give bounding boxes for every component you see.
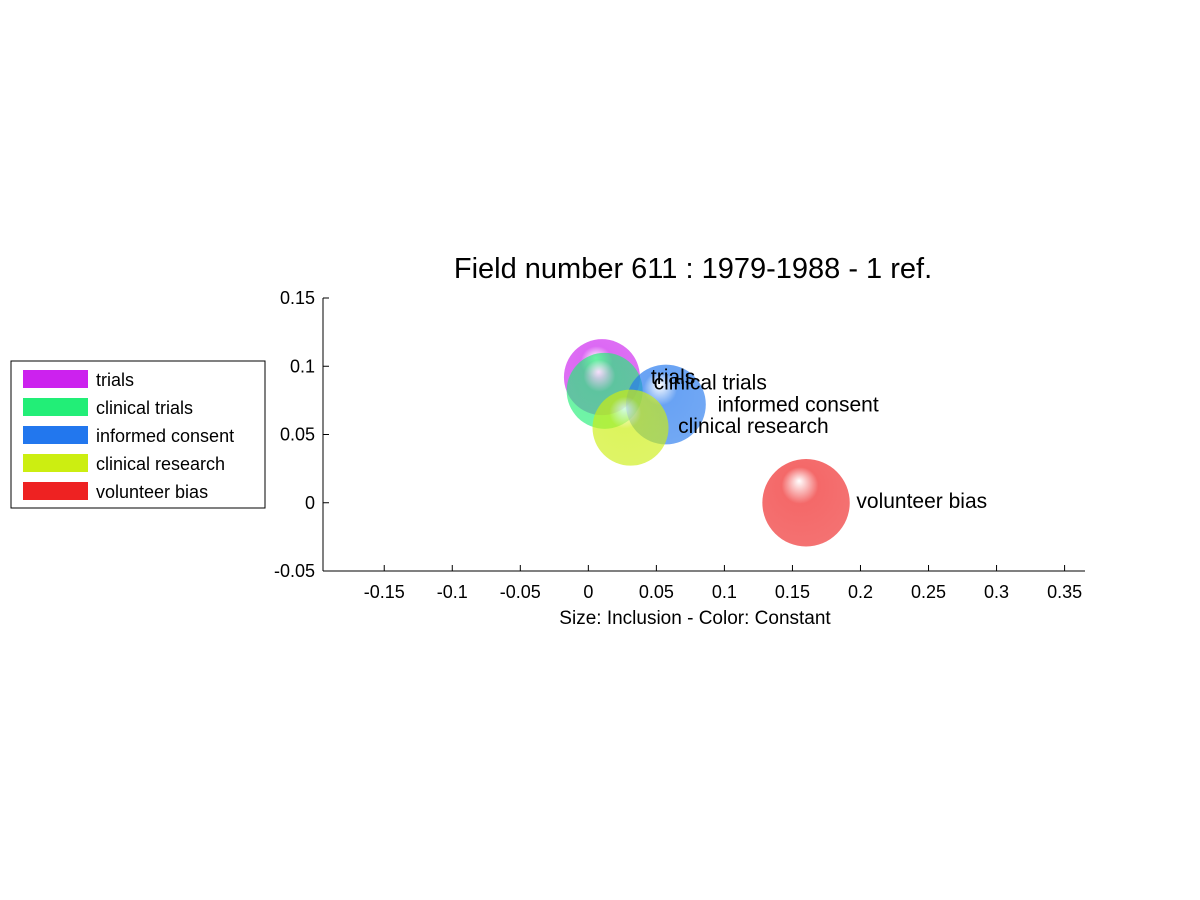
x-tick-label: 0.05 — [639, 582, 674, 602]
legend-swatch — [23, 398, 88, 416]
x-tick-label: 0.1 — [712, 582, 737, 602]
point-label: clinical research — [678, 415, 829, 438]
x-tick-label: -0.1 — [437, 582, 468, 602]
y-tick-label: 0.05 — [280, 425, 315, 445]
point-label: trials — [651, 366, 695, 389]
legend-swatch — [23, 426, 88, 444]
y-tick-label: 0.15 — [280, 288, 315, 308]
legend-entry: volunteer bias — [96, 482, 208, 502]
legend-entry: clinical trials — [96, 398, 193, 418]
bubbles — [563, 339, 850, 547]
legend-entry: trials — [96, 370, 134, 390]
point-label: volunteer bias — [856, 490, 987, 513]
legend-swatch — [23, 454, 88, 472]
axes: -0.15 -0.1 -0.05 0 0.05 0.1 0.15 0.2 0.25 0.3 0.35… — [274, 288, 1085, 602]
x-tick-label: 0.25 — [911, 582, 946, 602]
x-tick-label: 0 — [583, 582, 593, 602]
point-label: clinical trials — [654, 371, 767, 394]
legend-swatch — [23, 370, 88, 388]
x-tick-label: 0.15 — [775, 582, 810, 602]
legend-entry: informed consent — [96, 426, 234, 446]
point-label: informed consent — [718, 393, 879, 416]
x-tick-label: 0.2 — [848, 582, 873, 602]
chart-title: Field number 611 : 1979-1988 - 1 ref. — [454, 253, 932, 285]
x-axis-label: Size: Inclusion - Color: Constant — [559, 608, 831, 629]
y-tick-label: 0.1 — [290, 356, 315, 376]
legend: trials clinical trials informed consent cli… — [10, 360, 266, 509]
x-tick-label: 0.3 — [984, 582, 1009, 602]
x-tick-label: -0.15 — [364, 582, 405, 602]
bubble-volunteer-bias — [762, 459, 850, 547]
legend-entry: clinical research — [96, 454, 225, 474]
bubble-clinical-research — [592, 389, 669, 466]
x-tick-label: -0.05 — [500, 582, 541, 602]
y-tick-label: -0.05 — [274, 561, 315, 581]
legend-swatch — [23, 482, 88, 500]
y-tick-label: 0 — [305, 493, 315, 513]
x-tick-label: 0.35 — [1047, 582, 1082, 602]
